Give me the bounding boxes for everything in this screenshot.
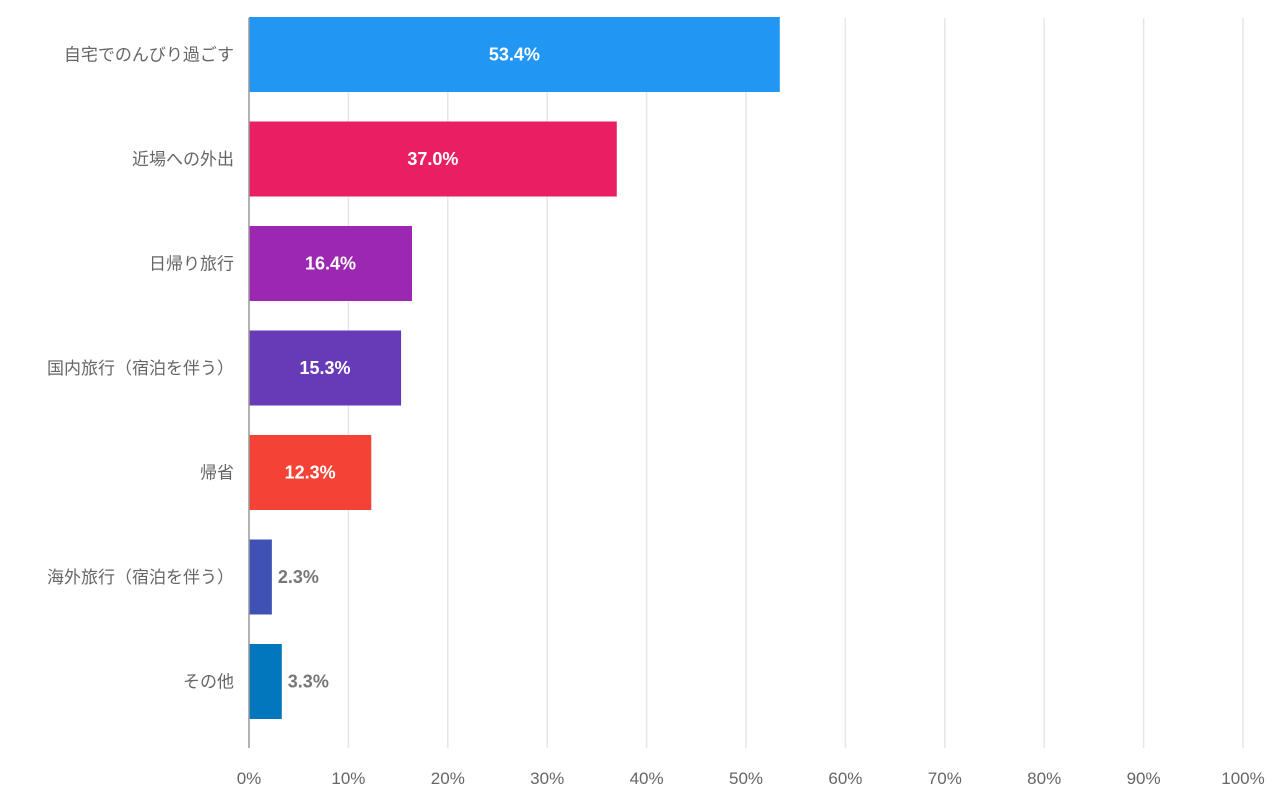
value-label-3: 15.3% [300,358,351,378]
x-tick-label-40: 40% [630,769,664,788]
value-label-2: 16.4% [305,254,356,274]
x-tick-label-0: 0% [237,769,262,788]
value-label-5: 2.3% [278,567,319,587]
bar-2 [249,226,413,301]
x-tick-label-60: 60% [828,769,862,788]
x-tick-label-10: 10% [331,769,365,788]
bar-5 [249,539,272,615]
category-label-5: 海外旅行（宿泊を伴う） [47,568,234,588]
category-label-3: 国内旅行（宿泊を伴う） [47,359,234,379]
category-label-1: 近場への外出 [132,150,234,170]
bar-1 [249,121,617,197]
bar-0 [249,17,780,92]
value-label-4: 12.3% [285,463,336,483]
category-label-2: 日帰り旅行 [149,255,234,275]
category-label-4: 帰省 [200,464,234,484]
bars [249,17,780,719]
category-label-0: 自宅でのんびり過ごす [64,46,234,66]
value-label-6: 3.3% [288,672,329,692]
x-tick-label-50: 50% [729,769,763,788]
x-tick-label-30: 30% [530,769,564,788]
x-tick-label-90: 90% [1127,769,1161,788]
x-tick-label-70: 70% [928,769,962,788]
value-label-1: 37.0% [407,149,458,169]
bar-4 [249,435,372,510]
x-tick-label-100: 100% [1221,769,1264,788]
x-tick-label-20: 20% [431,769,465,788]
bar-6 [249,644,282,719]
x-tick-label-80: 80% [1027,769,1061,788]
bar-3 [249,330,402,406]
value-label-0: 53.4% [489,45,540,65]
labels: 0% 10% 20% 30% 40% 50% 60% 70% 80% 90% 100% 自宅でのんびり… [47,45,1265,789]
category-label-6: その他 [183,673,234,693]
